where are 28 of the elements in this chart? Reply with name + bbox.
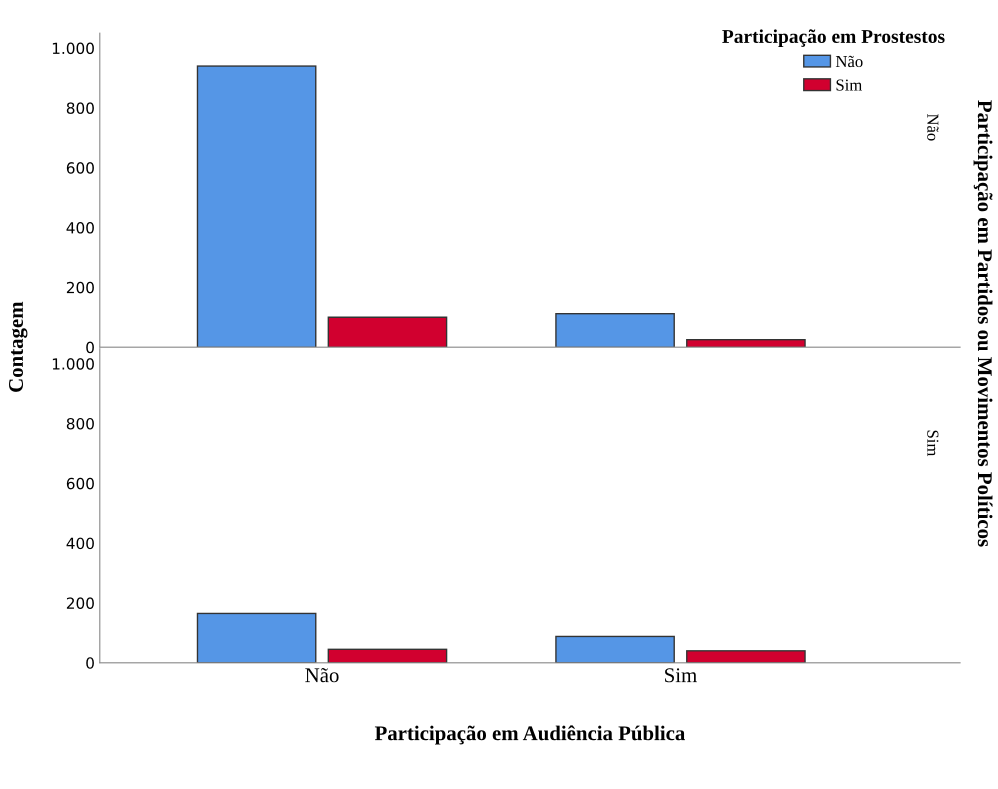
y-tick-label: 800 xyxy=(66,102,94,114)
y-tick-label: 200 xyxy=(66,282,94,294)
y-tick-label: 600 xyxy=(66,162,94,174)
legend-title: Participação em Prostestos xyxy=(722,29,945,47)
y-tick-label: 0 xyxy=(86,657,94,669)
text: Não xyxy=(927,114,939,141)
y-tick-label: 0 xyxy=(86,342,94,354)
bar xyxy=(196,65,316,348)
x-axis-title: Participação em Audiência Pública xyxy=(374,725,685,745)
text: Sim xyxy=(927,430,938,456)
bar xyxy=(196,612,316,663)
y-tick-label: 800 xyxy=(66,418,94,430)
y-tick-label: 600 xyxy=(66,478,94,490)
y-tick-label: 200 xyxy=(66,597,94,609)
bar xyxy=(328,316,448,348)
bar xyxy=(555,312,675,348)
y-tick-label: 400 xyxy=(66,222,94,234)
bar xyxy=(328,648,448,663)
bar xyxy=(686,338,806,348)
legend-label: Sim xyxy=(836,79,862,91)
y-tick-label: 400 xyxy=(66,538,94,550)
bar xyxy=(686,650,806,663)
legend-label: Não xyxy=(836,56,863,68)
y2-axis-title: Participação em Partidos ou Movimentos Políticos xyxy=(974,100,992,547)
y-axis-title: Contagem xyxy=(9,302,28,392)
bar xyxy=(555,636,675,663)
y-tick-label: 1.000 xyxy=(52,42,94,54)
y-tick-label: 1.000 xyxy=(52,358,94,370)
